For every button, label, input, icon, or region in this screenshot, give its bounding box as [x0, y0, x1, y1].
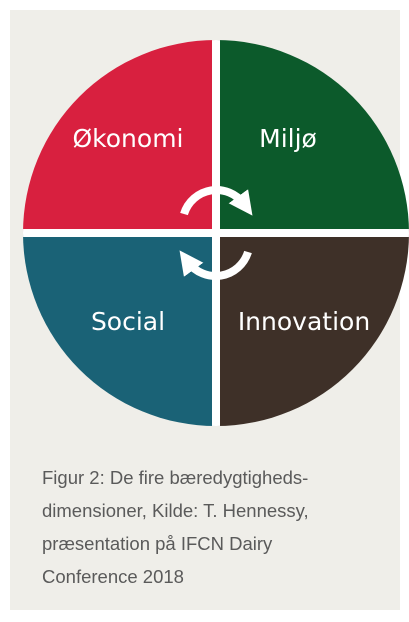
- caption-line: præsentation på IFCN Dairy: [42, 533, 273, 554]
- quadrant-label: Økonomi: [73, 124, 184, 153]
- caption-line: Conference 2018: [42, 566, 184, 587]
- quadrant-label: Innovation: [238, 307, 370, 336]
- cycle-arrow: [179, 250, 252, 280]
- quadrant-label: Social: [91, 307, 165, 336]
- cycle-arrow: [180, 186, 253, 216]
- quadrant-label: Miljø: [259, 124, 317, 153]
- caption-line: dimensioner, Kilde: T. Hennessy,: [42, 500, 309, 521]
- caption-line: Figur 2: De fire bæredygtigheds-: [42, 467, 308, 488]
